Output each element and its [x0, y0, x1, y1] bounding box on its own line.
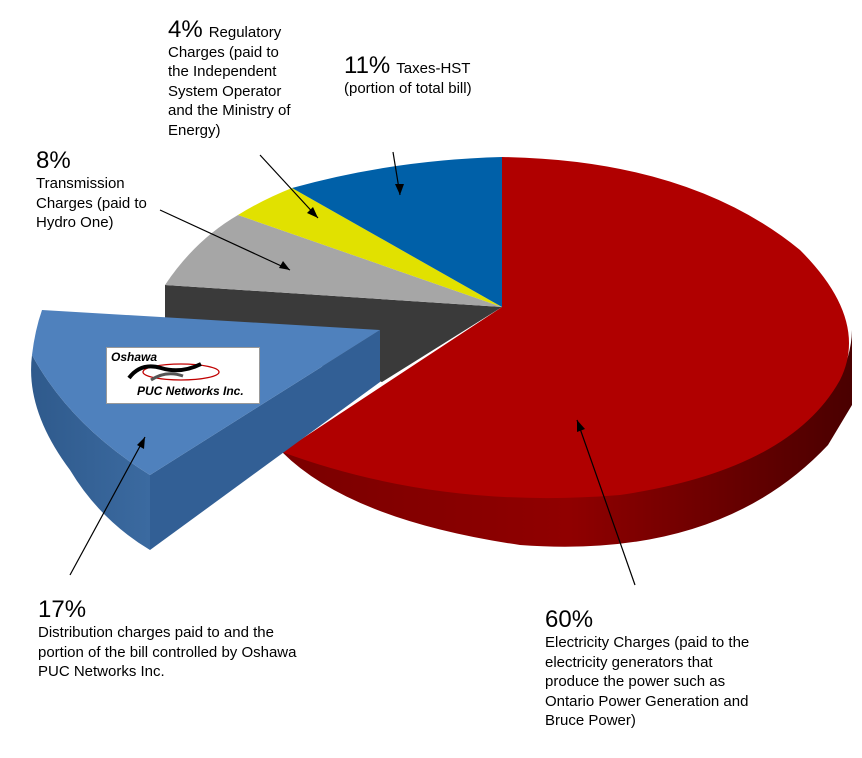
label-electricity-line: Electricity Charges (paid to the	[545, 634, 750, 651]
label-transmission-line: Hydro One)	[36, 214, 114, 231]
logo-bottom-text: PUC Networks Inc.	[137, 384, 244, 398]
label-electricity-line: produce the power such as	[545, 673, 726, 690]
label-electricity-line: Ontario Power Generation and	[545, 692, 749, 710]
label-transmission: 8% Transmission Charges (paid to Hydro O…	[36, 148, 147, 233]
label-regulatory: 4% Regulatory Charges (paid to the Indepe…	[168, 18, 291, 140]
label-distribution-line: Distribution charges paid to and the	[38, 624, 274, 641]
label-transmission-line: Charges (paid to	[36, 194, 147, 212]
logo-swoosh-icon	[127, 362, 220, 382]
leader-lines	[69, 151, 636, 586]
slice-transmission-top	[165, 215, 502, 307]
label-transmission-line: Transmission	[36, 175, 125, 192]
label-distribution: 17% Distribution charges paid to and the…	[38, 597, 296, 682]
label-distribution-line: portion of the bill controlled by Oshawa	[38, 643, 297, 661]
label-regulatory-line: the Independent	[168, 63, 277, 80]
label-regulatory-line: System Operator	[168, 82, 282, 100]
label-distribution-line: PUC Networks Inc.	[38, 663, 165, 680]
pct-regulatory: 4%	[168, 16, 203, 43]
logo-top-text: Oshawa	[111, 350, 158, 364]
pct-transmission: 8%	[36, 147, 71, 174]
pct-electricity: 60%	[545, 606, 594, 633]
label-regulatory-line: Charges (paid to	[168, 43, 279, 61]
label-regulatory-line: and the Ministry of	[168, 102, 291, 119]
arrow-heads	[137, 184, 585, 449]
slice-electricity-side	[282, 330, 852, 547]
slice-taxes-top	[292, 157, 502, 307]
label-electricity-line: electricity generators that	[545, 653, 713, 671]
pct-taxes: 11%	[344, 52, 391, 79]
label-regulatory-first: Regulatory	[208, 24, 282, 41]
label-taxes: 11% Taxes-HST (portion of total bill)	[344, 54, 472, 98]
oshawa-puc-logo: Oshawa PUC Networks Inc.	[106, 347, 260, 404]
label-taxes-first: Taxes-HST	[396, 60, 471, 77]
label-electricity: 60% Electricity Charges (paid to the ele…	[545, 607, 749, 731]
label-electricity-line: Bruce Power)	[545, 712, 636, 729]
pct-distribution: 17%	[38, 596, 87, 623]
slice-electricity-top	[282, 157, 849, 499]
slice-distribution-side-b	[150, 330, 380, 550]
slice-distribution-side	[31, 355, 150, 550]
label-taxes-line: (portion of total bill)	[344, 79, 472, 97]
label-regulatory-line: Energy)	[168, 121, 221, 139]
slice-regulatory-top	[238, 188, 502, 307]
